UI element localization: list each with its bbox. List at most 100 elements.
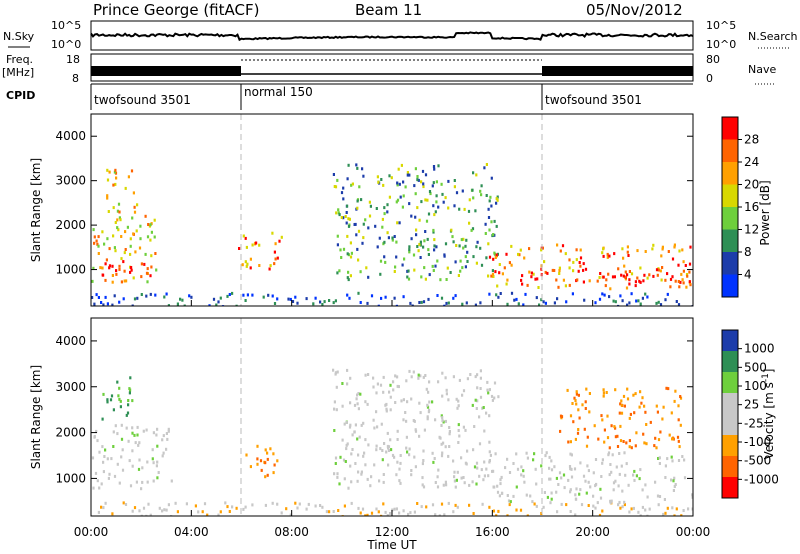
echo-cell — [575, 392, 578, 396]
echo-cell — [436, 259, 439, 263]
echo-cell — [118, 210, 121, 214]
echo-cell — [520, 473, 523, 477]
echo-cell — [144, 214, 147, 218]
echo-cell — [113, 246, 116, 250]
colorbar-tick-label: -1000 — [744, 472, 779, 486]
echo-cell — [499, 482, 502, 486]
echo-cell — [424, 230, 427, 233]
echo-cell — [280, 511, 283, 515]
echo-cell — [373, 426, 376, 430]
echo-cell — [100, 505, 103, 509]
echo-cell — [161, 438, 164, 442]
date-label: 05/Nov/2012 — [586, 1, 683, 19]
echo-cell — [431, 451, 434, 455]
echo-cell — [264, 461, 267, 465]
echo-cell — [93, 235, 96, 239]
echo-cell — [558, 272, 561, 275]
echo-cell — [406, 269, 409, 273]
echo-cell — [448, 430, 451, 433]
echo-cell — [333, 400, 336, 404]
echo-cell — [447, 206, 450, 210]
echo-cell — [147, 502, 150, 506]
echo-cell — [586, 464, 589, 468]
echo-cell — [95, 429, 98, 433]
echo-cell — [102, 470, 105, 474]
colorbar-tick-label: -25 — [744, 416, 764, 430]
echo-cell — [364, 514, 367, 516]
echo-cell — [249, 257, 252, 261]
echo-cell — [142, 429, 145, 433]
echo-cell — [428, 380, 431, 384]
echo-cell — [496, 484, 499, 488]
echo-cell — [475, 245, 478, 249]
echo-cell — [540, 464, 543, 468]
echo-cell — [671, 437, 674, 441]
echo-cell — [601, 418, 604, 422]
echo-cell — [380, 514, 383, 516]
echo-cell — [120, 437, 124, 441]
echo-cell — [540, 267, 543, 271]
echo-cell — [638, 405, 641, 409]
echo-cell — [345, 221, 348, 225]
echo-cell — [679, 423, 682, 427]
echo-cell — [682, 509, 685, 512]
echo-cell — [354, 222, 357, 226]
echo-cell — [475, 461, 479, 465]
echo-cell — [149, 513, 152, 516]
echo-cell — [671, 459, 674, 463]
echo-cell — [506, 278, 509, 282]
y-tick-label: 3000 — [55, 380, 86, 394]
echo-cell — [224, 501, 227, 505]
echo-cell — [372, 385, 375, 389]
echo-cell — [664, 511, 667, 515]
echo-cell — [633, 411, 636, 415]
echo-cell — [399, 481, 402, 485]
echo-cell — [359, 392, 362, 396]
echo-cell — [408, 248, 411, 252]
echo-cell — [409, 511, 412, 515]
echo-cell — [655, 446, 658, 450]
echo-cell — [346, 234, 349, 238]
echo-cell — [152, 461, 155, 465]
echo-cell — [565, 503, 568, 507]
echo-cell — [294, 501, 297, 505]
echo-cell — [396, 181, 399, 185]
echo-cell — [342, 216, 345, 220]
echo-cell — [414, 167, 417, 171]
echo-cell — [113, 294, 116, 298]
echo-cell — [436, 294, 439, 297]
echo-cell — [466, 377, 469, 381]
echo-cell — [562, 473, 566, 477]
echo-cell — [410, 237, 413, 241]
echo-cell — [634, 444, 637, 448]
echo-cell — [621, 247, 624, 251]
echo-cell — [435, 180, 438, 184]
echo-cell — [273, 302, 277, 305]
echo-cell — [379, 272, 382, 276]
echo-cell — [557, 285, 560, 289]
echo-cell — [144, 252, 147, 256]
echo-cell — [579, 461, 582, 465]
echo-cell — [452, 296, 455, 300]
echo-cell — [487, 242, 490, 246]
echo-cell — [528, 270, 531, 274]
colorbar-tick-label: -100 — [744, 435, 771, 449]
echo-cell — [490, 394, 494, 398]
echo-cell — [443, 304, 446, 306]
echo-cell — [384, 510, 387, 514]
echo-cell — [643, 273, 646, 277]
echo-cell — [517, 252, 520, 256]
echo-cell — [549, 501, 552, 505]
echo-cell — [136, 433, 139, 437]
echo-cell — [106, 196, 109, 200]
echo-cell — [432, 228, 435, 232]
echo-cell — [396, 438, 399, 441]
echo-cell — [683, 476, 687, 480]
echo-cell — [548, 455, 551, 459]
echo-cell — [419, 411, 422, 415]
echo-cell — [491, 398, 494, 402]
echo-cell — [673, 476, 676, 480]
echo-cell — [440, 502, 444, 506]
echo-cell — [688, 280, 691, 284]
echo-cell — [490, 274, 493, 278]
